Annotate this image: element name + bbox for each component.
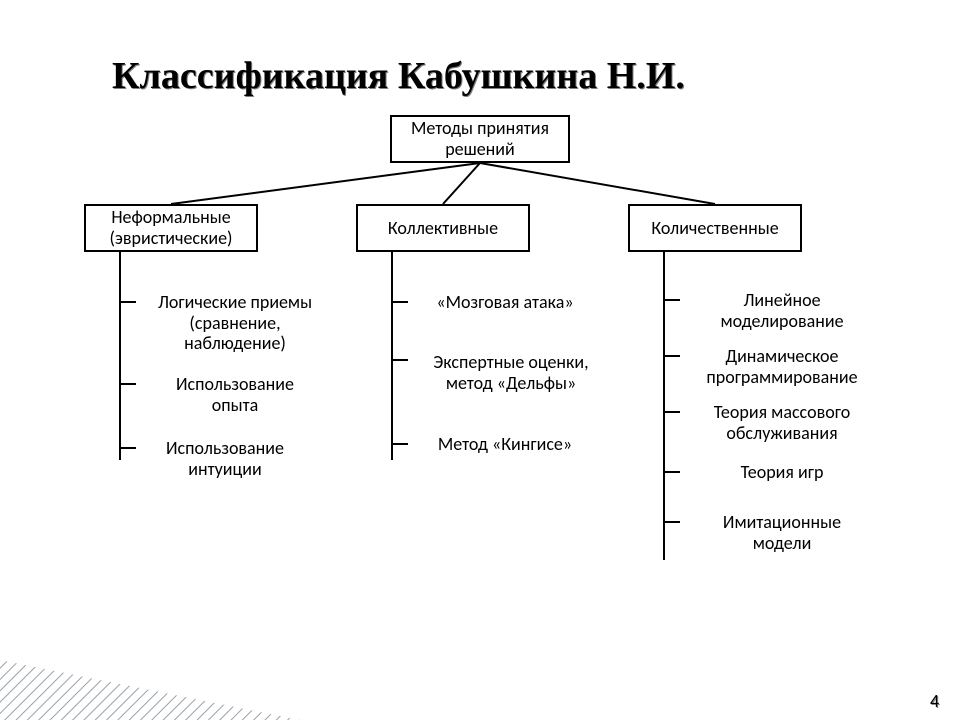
slide: { "canvas": { "width": 960, "height": 72…: [0, 0, 960, 720]
list-item-label: «Мозговая атака»: [436, 291, 573, 313]
root-label: Методы принятия решений: [396, 118, 564, 159]
branch-label: Неформальные (эвристические): [90, 207, 252, 248]
list-item: «Мозговая атака»: [420, 292, 590, 313]
list-item-label: Динамическое программирование: [706, 345, 857, 388]
list-item-label: Теория массового обслуживания: [714, 401, 850, 444]
list-item: Использование интуиции: [150, 438, 300, 479]
list-item-label: Логические приемы (сравнение, наблюдение…: [158, 291, 312, 354]
list-item: Теория массового обслуживания: [692, 402, 872, 443]
list-item-label: Теория игр: [741, 461, 824, 483]
branch-node-quantitative: Количественные: [628, 204, 802, 252]
branch-label: Количественные: [651, 218, 778, 239]
branch-node-informal: Неформальные (эвристические): [84, 204, 258, 252]
list-item-label: Использование интуиции: [166, 437, 284, 480]
root-node: Методы принятия решений: [390, 115, 570, 163]
slide-title: Классификация Кабушкина Н.И.: [112, 54, 685, 98]
list-item: Метод «Кингисе»: [420, 434, 590, 455]
list-item: Теория игр: [692, 462, 872, 483]
list-item-label: Использование опыта: [176, 373, 294, 416]
list-item: Использование опыта: [160, 374, 310, 415]
list-item-label: Имитационные модели: [723, 511, 841, 554]
list-item-label: Линейное моделирование: [720, 289, 843, 332]
page-number: 4: [930, 690, 939, 712]
list-item-label: Экспертные оценки, метод «Дельфы»: [433, 351, 588, 394]
list-item: Логические приемы (сравнение, наблюдение…: [150, 292, 320, 354]
list-item: Экспертные оценки, метод «Дельфы»: [416, 352, 606, 393]
list-item: Имитационные модели: [692, 512, 872, 553]
list-item-label: Метод «Кингисе»: [438, 433, 572, 455]
branch-label: Коллективные: [388, 218, 498, 239]
branch-node-collective: Коллективные: [356, 204, 530, 252]
list-item: Линейное моделирование: [692, 290, 872, 331]
corner-decoration: [0, 0, 300, 720]
list-item: Динамическое программирование: [692, 346, 872, 387]
